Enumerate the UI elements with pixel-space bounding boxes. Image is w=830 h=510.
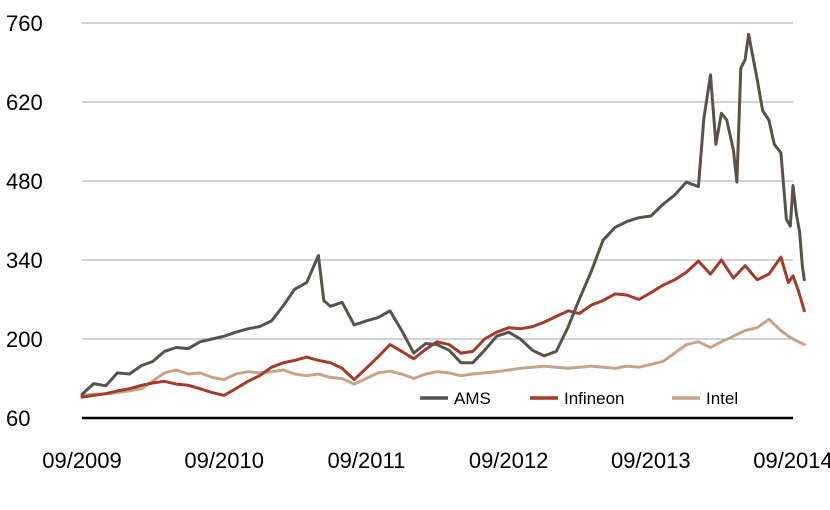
legend-label-infineon: Infineon	[564, 389, 625, 408]
y-tick-label: 200	[6, 327, 43, 352]
y-tick-label: 340	[6, 248, 43, 273]
y-tick-label: 760	[6, 11, 43, 36]
x-tick-label: 09/2014	[753, 448, 830, 473]
y-tick-label: 60	[6, 406, 30, 431]
x-tick-label: 09/2011	[327, 448, 405, 473]
x-tick-label: 09/2013	[611, 448, 691, 473]
series-line-ams	[80, 32, 806, 396]
y-tick-label: 620	[6, 90, 43, 115]
y-tick-label: 480	[6, 169, 43, 194]
legend-label-intel: Intel	[706, 389, 738, 408]
x-tick-label: 09/2010	[184, 448, 264, 473]
series-line-intel	[80, 317, 806, 397]
x-tick-label: 09/2012	[469, 448, 549, 473]
legend-label-ams: AMS	[454, 389, 491, 408]
x-tick-label: 09/2009	[42, 448, 122, 473]
series-line-infineon	[80, 255, 806, 399]
